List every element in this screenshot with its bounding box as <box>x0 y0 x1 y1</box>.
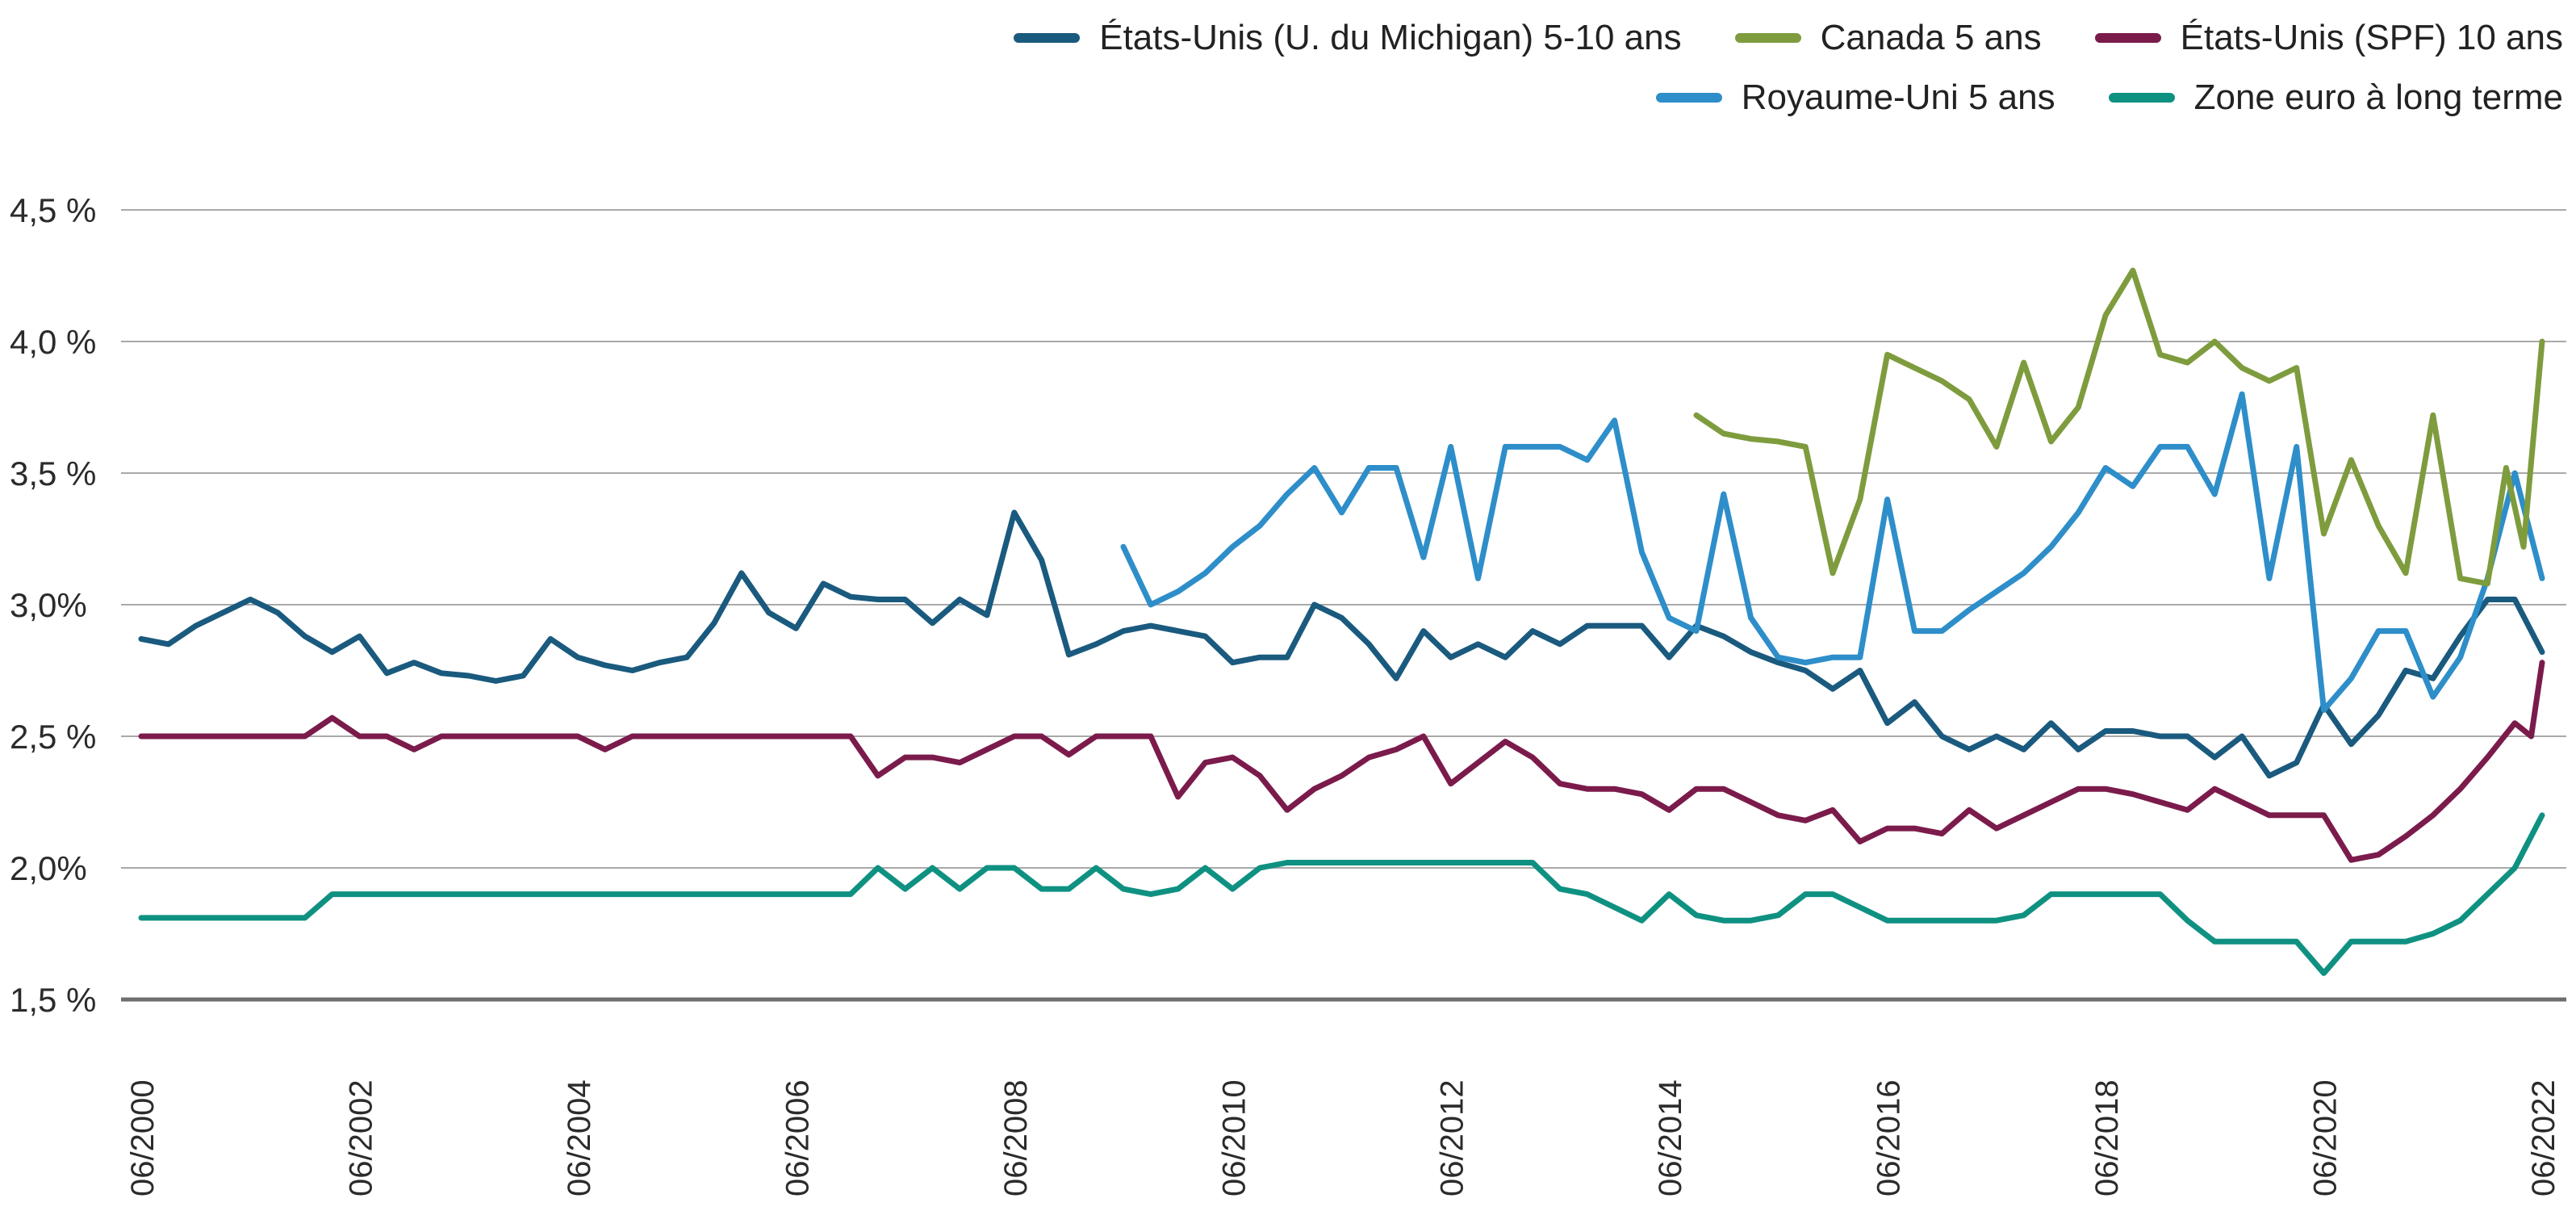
series-line-us-michigan <box>138 509 2545 779</box>
y-tick-label-3.5: 3,5 % <box>10 455 96 492</box>
series-line-us-spf <box>138 660 2545 863</box>
x-tick-label-06-2020: 06/2020 <box>2308 1079 2344 1196</box>
legend-item-eurozone: Zone euro à long terme <box>2108 78 2563 118</box>
x-tick-label-06-2006: 06/2006 <box>780 1079 815 1196</box>
x-tick-label-06-2012: 06/2012 <box>1435 1079 1470 1196</box>
legend-swatch-us-spf <box>2094 33 2161 44</box>
x-tick-label-06-2008: 06/2008 <box>998 1079 1034 1196</box>
x-tick-label-06-2022: 06/2022 <box>2526 1079 2561 1196</box>
x-tick-label-06-2000: 06/2000 <box>125 1079 161 1196</box>
y-tick-label-2.5: 2,5 % <box>10 718 96 756</box>
x-tick-label-06-2016: 06/2016 <box>1871 1079 1907 1196</box>
legend-label-us-michigan: États-Unis (U. du Michigan) 5-10 ans <box>1099 18 1682 57</box>
series-line-canada <box>1693 267 2545 587</box>
legend-item-uk: Royaume-Uni 5 ans <box>1655 78 2055 118</box>
series-line-eurozone <box>138 812 2545 976</box>
y-tick-label-4: 4,0 % <box>10 323 96 361</box>
x-tick-label-06-2018: 06/2018 <box>2089 1079 2125 1196</box>
y-tick-label-4.5: 4,5 % <box>10 191 96 229</box>
legend-swatch-us-michigan <box>1014 33 1081 44</box>
x-tick-label-06-2002: 06/2002 <box>343 1079 378 1196</box>
legend-label-us-spf: États-Unis (SPF) 10 ans <box>2180 18 2563 57</box>
legend-label-canada: Canada 5 ans <box>1820 18 2042 57</box>
legend-label-eurozone: Zone euro à long terme <box>2193 78 2563 118</box>
series-line-uk <box>1120 391 2545 713</box>
legend-swatch-canada <box>1734 33 1801 44</box>
x-tick-label-06-2014: 06/2014 <box>1653 1079 1688 1196</box>
legend-item-us-michigan: États-Unis (U. du Michigan) 5-10 ans <box>1014 18 1682 57</box>
legend-item-canada: Canada 5 ans <box>1734 18 2042 57</box>
y-tick-label-1.5: 1,5 % <box>10 981 96 1019</box>
legend-row-1: États-Unis (U. du Michigan) 5-10 ans Cana… <box>1014 19 2563 57</box>
y-tick-label-2: 2,0% <box>10 849 87 887</box>
legend-item-us-spf: États-Unis (SPF) 10 ans <box>2094 18 2563 57</box>
legend-swatch-uk <box>1655 93 1722 103</box>
x-tick-label-06-2010: 06/2010 <box>1216 1079 1252 1196</box>
legend-swatch-eurozone <box>2108 93 2175 103</box>
legend-row-2: Royaume-Uni 5 ans Zone euro à long terme <box>1655 78 2563 118</box>
y-tick-label-3: 3,0% <box>10 586 87 624</box>
chart-legend: États-Unis (U. du Michigan) 5-10 ans Cana… <box>1014 19 2563 116</box>
x-tick-label-06-2004: 06/2004 <box>562 1079 597 1196</box>
legend-label-uk: Royaume-Uni 5 ans <box>1741 78 2055 118</box>
